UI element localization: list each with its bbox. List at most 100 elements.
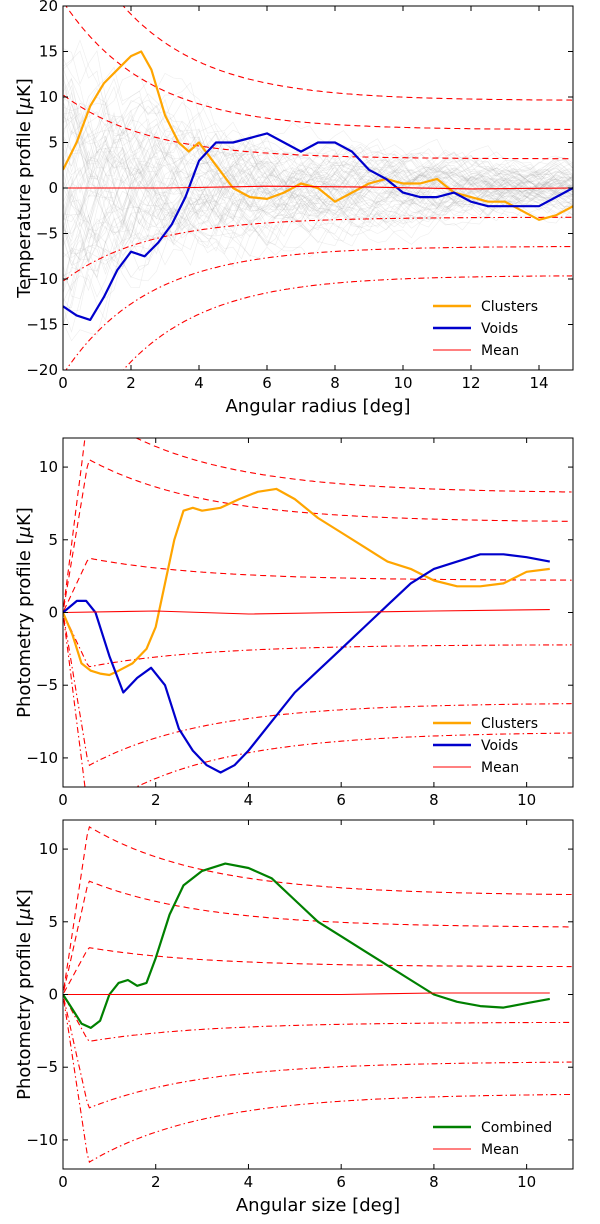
simulation-line: [63, 66, 573, 218]
sigma-curve-lower-3: [63, 619, 572, 787]
sigma-curve-lower-2: [65, 246, 572, 370]
x-ticks: 0 2 4 6 8 10: [58, 438, 536, 809]
simulation-line: [63, 67, 573, 219]
simulation-line: [63, 133, 573, 280]
x-tick-label: 2: [151, 791, 161, 809]
legend: Clusters Voids Mean: [433, 299, 538, 359]
simulation-line: [63, 138, 573, 273]
simulation-line: [63, 146, 573, 312]
sigma-curve-lower-3: [63, 1000, 572, 1163]
simulation-line: [63, 101, 573, 229]
legend: Clusters Voids Mean: [433, 716, 538, 776]
y-tick-label: 15: [39, 43, 58, 61]
simulation-line: [63, 105, 573, 246]
y-axis-label: Photometry profile [μK]: [14, 507, 35, 718]
simulation-line: [63, 143, 573, 292]
series-line-voids: [63, 553, 551, 774]
x-tick-label: 12: [461, 374, 480, 392]
sigma-curve-lower-1: [63, 995, 572, 1042]
chart-panel-1: 0 2 4 6 8 10 12 14 −20 −15 −10 −5 0 5 10 15 20 Angular ra…: [14, 0, 574, 417]
x-tick-label: 6: [262, 374, 272, 392]
series-line-voids: [63, 132, 573, 321]
simulation-line: [63, 48, 573, 199]
simulation-line: [63, 94, 573, 209]
x-ticks: 0 2 4 6 8 10 12 14: [58, 6, 549, 392]
simulation-line: [63, 159, 573, 264]
y-ticks: −10 −5 0 5 10: [26, 840, 573, 1149]
legend-label-combined: Combined: [481, 1120, 552, 1136]
simulation-line: [63, 72, 573, 236]
simulation-line: [63, 138, 573, 235]
x-tick-label: 0: [58, 791, 68, 809]
plot-area: [63, 6, 573, 370]
simulation-line: [63, 131, 573, 231]
x-tick-label: 10: [393, 374, 412, 392]
simulation-line: [63, 158, 573, 288]
y-ticks: −20 −15 −10 −5 0 5 10 15 20: [26, 0, 573, 379]
x-tick-label: 8: [429, 791, 439, 809]
legend-label-mean: Mean: [481, 760, 519, 776]
simulation-line: [63, 165, 573, 262]
y-tick-label: −15: [26, 316, 58, 334]
sigma-curve-upper-1: [63, 94, 572, 160]
simulation-line: [63, 93, 573, 219]
sigma-curve-lower-2: [63, 618, 572, 767]
simulation-line: [63, 157, 573, 258]
simulation-line: [63, 151, 573, 251]
sigma-curve-lower-3: [122, 275, 573, 370]
x-tick-label: 8: [330, 374, 340, 392]
legend-label-voids: Voids: [481, 321, 518, 337]
simulation-line: [63, 153, 573, 239]
series-line-mean: [63, 609, 550, 615]
simulation-line: [63, 92, 573, 224]
sigma-curve-upper-3: [122, 6, 573, 101]
y-tick-label: −5: [36, 676, 58, 694]
simulation-line: [63, 96, 573, 206]
y-tick-label: 10: [39, 840, 58, 858]
legend-label-clusters: Clusters: [481, 716, 538, 732]
simulation-line: [63, 175, 573, 291]
x-tick-label: 2: [126, 374, 136, 392]
simulation-line: [63, 81, 573, 208]
simulation-line: [63, 161, 573, 232]
sigma-envelopes: [63, 438, 572, 787]
simulation-line: [63, 121, 573, 303]
legend-label-mean: Mean: [481, 1142, 519, 1158]
simulation-line: [63, 176, 573, 278]
simulation-line: [63, 152, 573, 232]
y-tick-label: −5: [36, 1058, 58, 1076]
simulation-line: [63, 97, 573, 209]
legend-label-mean: Mean: [481, 343, 519, 359]
simulation-lines: [63, 39, 573, 342]
simulation-line: [63, 112, 573, 231]
x-tick-label: 10: [517, 791, 536, 809]
simulation-line: [63, 157, 573, 241]
x-tick-label: 4: [194, 374, 204, 392]
simulation-line: [63, 112, 573, 214]
y-tick-label: −10: [26, 1131, 58, 1149]
simulation-line: [63, 168, 573, 259]
x-ticks: 0 2 4 6 8 10: [58, 820, 536, 1191]
simulation-line: [63, 101, 573, 237]
simulation-line: [63, 160, 573, 275]
y-tick-label: 0: [48, 604, 58, 622]
simulation-line: [63, 161, 573, 259]
simulation-line: [63, 112, 573, 256]
simulation-line: [63, 122, 573, 213]
plot-area: [63, 438, 572, 787]
simulation-line: [63, 148, 573, 247]
simulation-line: [63, 86, 573, 243]
y-tick-label: 10: [39, 88, 58, 106]
sigma-curve-upper-2: [65, 6, 572, 130]
x-tick-label: 14: [529, 374, 548, 392]
x-tick-label: 8: [429, 1173, 439, 1191]
simulation-line: [63, 157, 573, 254]
sigma-curve-lower-1: [63, 216, 572, 282]
y-tick-label: 5: [48, 134, 58, 152]
x-tick-label: 6: [336, 1173, 346, 1191]
simulation-line: [63, 151, 573, 231]
simulation-line: [63, 101, 573, 219]
y-tick-label: 0: [48, 179, 58, 197]
simulation-line: [63, 111, 573, 191]
y-tick-label: 5: [48, 531, 58, 549]
